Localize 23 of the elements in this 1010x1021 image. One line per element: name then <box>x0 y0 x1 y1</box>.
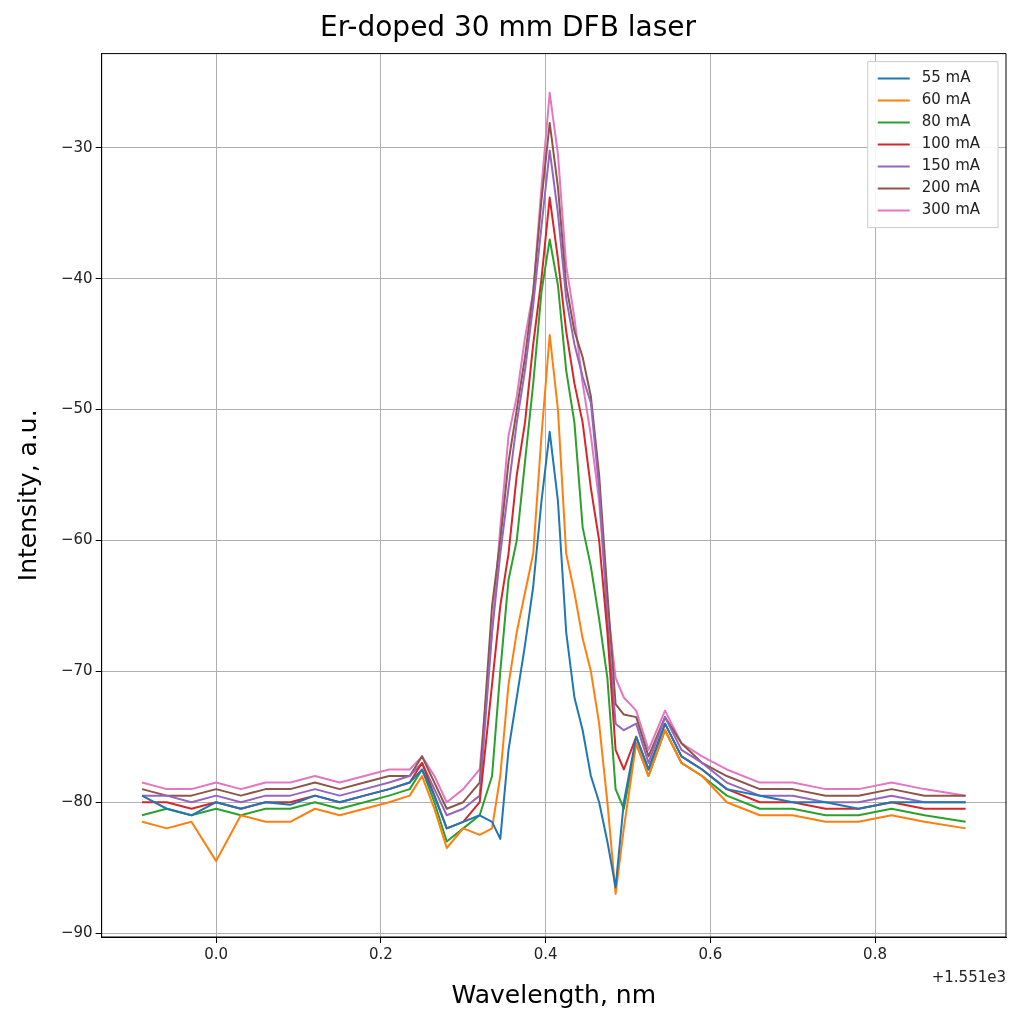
y-tick-label: −80 <box>61 792 93 811</box>
legend-label: 150 mA <box>921 156 981 175</box>
x-tick-label: 0.6 <box>698 944 723 963</box>
y-axis-title: Intensity, a.u. <box>12 409 42 582</box>
x-tick-label: 0.4 <box>533 944 558 963</box>
text: +1.551e3 <box>931 968 1006 987</box>
x-axis-title: Wavelength, nm <box>451 979 657 1009</box>
y-tick-label: −40 <box>61 268 93 287</box>
legend-label: 80 mA <box>921 112 972 131</box>
x-tick-label: 0.8 <box>863 944 887 963</box>
x-tick-label: 0.2 <box>368 944 393 963</box>
legend-label: 55 mA <box>921 68 972 87</box>
x-tick-label: 0.0 <box>204 944 229 963</box>
y-tick-label: −70 <box>61 661 93 680</box>
y-tick-label: −60 <box>61 530 93 549</box>
y-tick-label: −50 <box>61 399 93 418</box>
legend-label: 100 mA <box>921 134 981 153</box>
y-tick-label: −90 <box>61 922 93 941</box>
chart-title: Er-doped 30 mm DFB laser <box>319 10 697 44</box>
legend-label: 60 mA <box>921 90 972 109</box>
legend-label: 200 mA <box>921 178 981 197</box>
legend-label: 300 mA <box>921 200 981 219</box>
y-tick-label: −30 <box>61 137 93 156</box>
